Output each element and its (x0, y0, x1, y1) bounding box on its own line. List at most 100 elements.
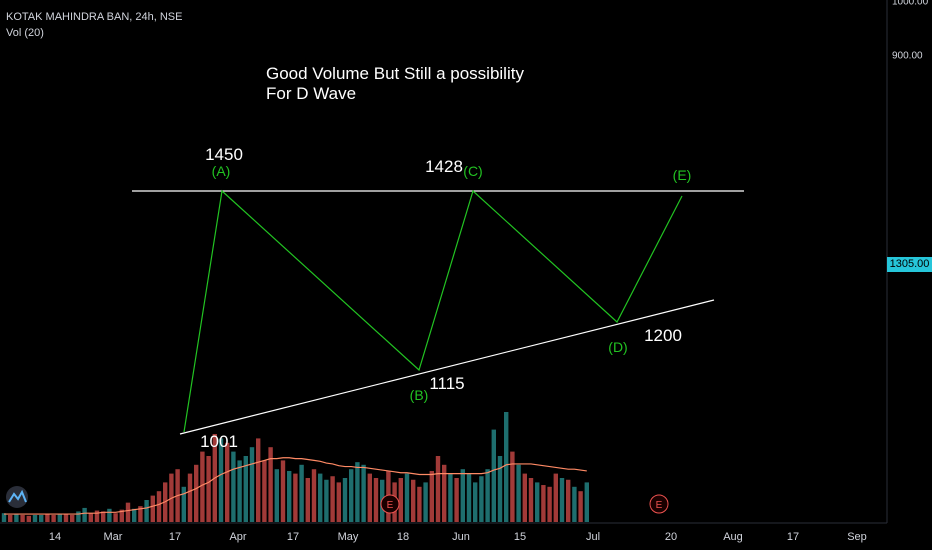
volume-bar (547, 486, 552, 522)
volume-bar (578, 491, 583, 522)
volume-bar (88, 513, 93, 522)
volume-bar (181, 486, 186, 522)
x-tick-label: 17 (287, 531, 299, 543)
symbol-header: KOTAK MAHINDRA BAN, 24h, NSE (6, 11, 183, 23)
annotation-line-2: For D Wave (266, 84, 357, 103)
volume-bar (125, 502, 131, 522)
volume-bar (144, 500, 149, 522)
volume-bar (572, 486, 577, 522)
x-tick-label: 20 (665, 531, 677, 543)
x-tick-label: Jul (586, 531, 600, 543)
volume-bar (119, 509, 124, 522)
y-axis-panel (887, 0, 932, 550)
volume-bar (504, 412, 509, 522)
volume-bar (559, 478, 565, 522)
volume-bar (51, 514, 56, 522)
wave-value: 1428 (425, 157, 463, 176)
volume-bar (349, 469, 354, 522)
volume-bar (355, 462, 360, 522)
volume-bar (231, 451, 236, 522)
x-tick-label: 15 (514, 531, 526, 543)
volume-bar (336, 482, 341, 522)
wave-label: (D) (608, 339, 627, 355)
volume-bar (200, 451, 205, 522)
volume-bar (404, 473, 410, 522)
volume-bar (57, 514, 62, 522)
volume-bar (398, 478, 403, 522)
volume-bar (206, 456, 211, 522)
volume-bar (82, 507, 87, 522)
volume-bar (305, 478, 310, 522)
x-tick-label: May (338, 531, 359, 543)
volume-bar (274, 469, 279, 522)
volume-bar (535, 482, 540, 522)
volume-bar (497, 456, 503, 522)
elliott-wave-path (183, 189, 683, 433)
volume-bar (256, 438, 261, 522)
volume-bar (466, 473, 472, 522)
x-tick-label: Apr (229, 531, 246, 543)
volume-bar (113, 513, 118, 522)
current-price-tag: 1305.00 (887, 257, 932, 272)
x-tick-label: 14 (49, 531, 61, 543)
earnings-event-icon (649, 494, 669, 514)
volume-bar (262, 460, 267, 522)
volume-bar (460, 469, 465, 522)
annotation-line-1: Good Volume But Still a possibility (266, 64, 524, 83)
volume-bar (491, 429, 496, 522)
volume-bar (528, 478, 534, 522)
y-tick-label: 900.00 (892, 51, 923, 62)
volume-bar (243, 456, 248, 522)
volume-bar (324, 479, 329, 522)
volume-bar (94, 510, 100, 522)
volume-bar (20, 514, 25, 522)
volume-bar (150, 495, 155, 522)
logo-icon-mark (8, 489, 27, 503)
volume-bar (473, 482, 478, 522)
volume-bar (367, 473, 372, 522)
volume-bar (318, 473, 323, 522)
x-tick-label: Jun (452, 531, 470, 543)
volume-bar (541, 485, 546, 522)
low-value: 1001 (200, 432, 238, 451)
volume-bar (342, 478, 348, 522)
earnings-event-icon (380, 494, 400, 514)
x-tick-label: 18 (397, 531, 409, 543)
volume-bar (584, 482, 589, 522)
earnings-event-label: E (387, 500, 394, 511)
volume-bar (187, 473, 193, 522)
volume-bar (361, 464, 366, 522)
volume-bar (249, 447, 255, 522)
x-tick-label: Aug (723, 531, 743, 543)
volume-bar (39, 514, 44, 522)
volume-bars (1, 412, 589, 522)
volume-bar (454, 478, 459, 522)
volume-bar (435, 456, 441, 522)
volume-bar (76, 511, 81, 522)
volume-bar (485, 469, 490, 522)
wave-label: (E) (673, 167, 692, 183)
volume-bar (510, 451, 515, 522)
x-tick-label: Mar (104, 531, 123, 543)
wave-drawings: (A) (B) (C) (D) (E) 1450 1115 1428 1200 1001 E E (6, 145, 744, 514)
volume-bar (423, 482, 428, 522)
volume-bar (194, 464, 199, 522)
volume-bar (566, 479, 571, 522)
x-axis-panel (0, 523, 932, 550)
x-tick-label: 17 (787, 531, 799, 543)
volume-bar (268, 447, 273, 522)
wave-value: 1450 (205, 145, 243, 164)
volume-bar (516, 464, 521, 522)
volume-bar (101, 511, 106, 522)
volume-bar (237, 460, 242, 522)
volume-bar (225, 442, 230, 522)
volume-header: Vol (20) (6, 27, 44, 39)
volume-bar (8, 514, 13, 522)
y-tick-label: 1000.00 (892, 0, 929, 7)
volume-bar (411, 479, 416, 522)
volume-bar (280, 460, 286, 522)
volume-bar (373, 478, 379, 522)
volume-bar (138, 506, 143, 522)
wave-label: (A) (212, 163, 231, 179)
